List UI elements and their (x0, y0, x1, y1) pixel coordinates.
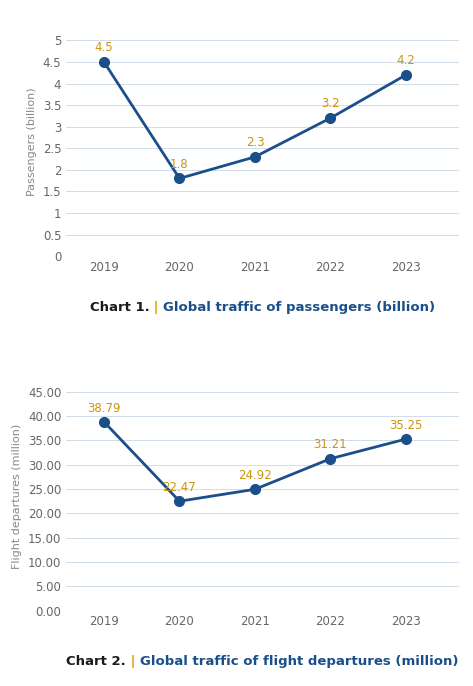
Text: 38.79: 38.79 (87, 401, 121, 414)
Text: 22.47: 22.47 (163, 481, 196, 494)
Text: 24.92: 24.92 (238, 469, 272, 482)
Text: |: | (126, 655, 140, 668)
Text: 2.3: 2.3 (245, 136, 264, 149)
Text: 31.21: 31.21 (314, 438, 347, 451)
Text: 3.2: 3.2 (321, 97, 340, 110)
Text: Chart 1.: Chart 1. (89, 300, 149, 314)
Text: 4.5: 4.5 (95, 41, 113, 54)
Text: Global traffic of passengers (billion): Global traffic of passengers (billion) (163, 300, 436, 314)
Text: Global traffic of flight departures (million): Global traffic of flight departures (mil… (140, 655, 459, 668)
Text: 4.2: 4.2 (396, 54, 415, 67)
Text: 1.8: 1.8 (170, 158, 189, 171)
Text: Chart 2.: Chart 2. (66, 655, 126, 668)
Text: |: | (149, 300, 163, 314)
Y-axis label: Passengers (billion): Passengers (billion) (27, 87, 37, 196)
Y-axis label: Flight departures (million): Flight departures (million) (12, 423, 22, 569)
Text: 35.25: 35.25 (389, 418, 423, 431)
